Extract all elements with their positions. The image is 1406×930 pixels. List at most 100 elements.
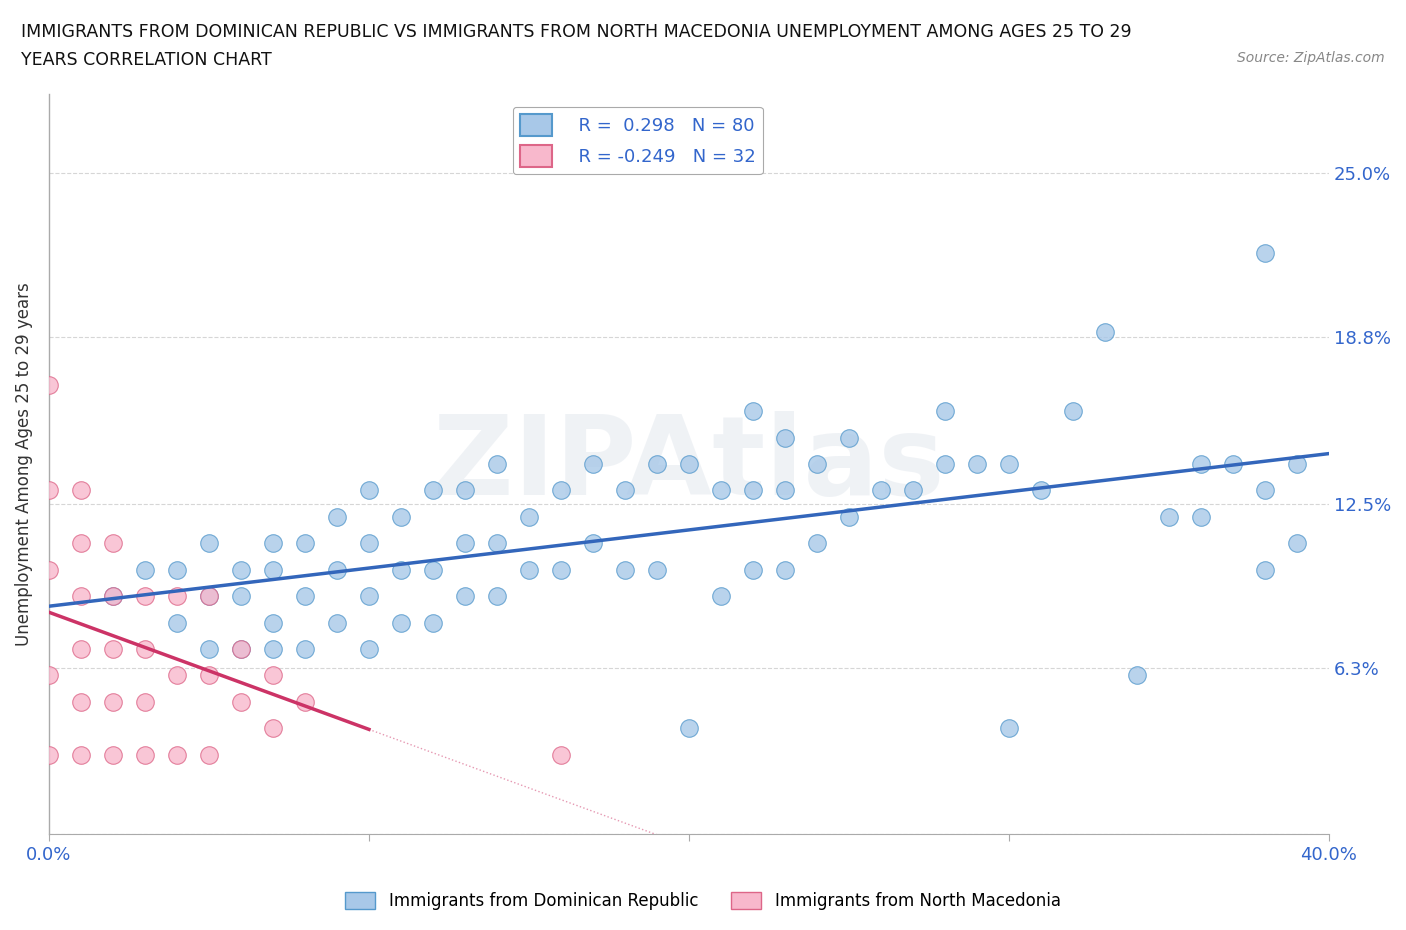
Point	[357, 589, 380, 604]
Point	[742, 404, 765, 418]
Y-axis label: Unemployment Among Ages 25 to 29 years: Unemployment Among Ages 25 to 29 years	[15, 282, 32, 646]
Point	[326, 510, 349, 525]
Point	[550, 563, 572, 578]
Point	[38, 483, 60, 498]
Point	[838, 431, 860, 445]
Point	[294, 695, 316, 710]
Point	[198, 642, 221, 657]
Point	[870, 483, 893, 498]
Point	[326, 563, 349, 578]
Text: ZIPAtlas: ZIPAtlas	[433, 410, 945, 518]
Point	[262, 642, 284, 657]
Point	[389, 615, 412, 630]
Point	[422, 563, 444, 578]
Point	[166, 668, 188, 683]
Point	[517, 510, 540, 525]
Point	[357, 642, 380, 657]
Point	[70, 748, 93, 763]
Point	[454, 589, 477, 604]
Point	[70, 642, 93, 657]
Point	[1285, 457, 1308, 472]
Point	[166, 589, 188, 604]
Point	[773, 563, 796, 578]
Point	[1094, 325, 1116, 339]
Point	[134, 642, 156, 657]
Point	[422, 615, 444, 630]
Point	[998, 457, 1021, 472]
Point	[1254, 483, 1277, 498]
Point	[101, 589, 124, 604]
Point	[101, 748, 124, 763]
Point	[645, 563, 668, 578]
Point	[229, 642, 252, 657]
Point	[294, 589, 316, 604]
Point	[101, 536, 124, 551]
Point	[806, 536, 828, 551]
Point	[326, 615, 349, 630]
Point	[294, 642, 316, 657]
Point	[389, 510, 412, 525]
Point	[934, 404, 956, 418]
Point	[134, 589, 156, 604]
Point	[613, 563, 636, 578]
Point	[70, 695, 93, 710]
Point	[998, 721, 1021, 736]
Point	[1254, 246, 1277, 260]
Point	[38, 668, 60, 683]
Point	[262, 721, 284, 736]
Point	[678, 721, 700, 736]
Point	[101, 642, 124, 657]
Point	[198, 748, 221, 763]
Point	[70, 483, 93, 498]
Point	[134, 695, 156, 710]
Point	[645, 457, 668, 472]
Point	[294, 536, 316, 551]
Point	[38, 748, 60, 763]
Point	[70, 536, 93, 551]
Point	[198, 589, 221, 604]
Point	[38, 378, 60, 392]
Point	[1222, 457, 1244, 472]
Point	[166, 615, 188, 630]
Point	[742, 483, 765, 498]
Point	[773, 483, 796, 498]
Point	[454, 483, 477, 498]
Point	[262, 668, 284, 683]
Point	[229, 563, 252, 578]
Point	[550, 483, 572, 498]
Point	[262, 536, 284, 551]
Point	[485, 457, 508, 472]
Point	[901, 483, 924, 498]
Point	[934, 457, 956, 472]
Point	[485, 589, 508, 604]
Text: YEARS CORRELATION CHART: YEARS CORRELATION CHART	[21, 51, 271, 69]
Point	[613, 483, 636, 498]
Point	[710, 483, 733, 498]
Point	[229, 695, 252, 710]
Point	[389, 563, 412, 578]
Point	[550, 748, 572, 763]
Point	[38, 563, 60, 578]
Point	[262, 615, 284, 630]
Point	[517, 563, 540, 578]
Point	[422, 483, 444, 498]
Text: Source: ZipAtlas.com: Source: ZipAtlas.com	[1237, 51, 1385, 65]
Point	[166, 563, 188, 578]
Point	[229, 589, 252, 604]
Point	[1189, 510, 1212, 525]
Point	[678, 457, 700, 472]
Point	[134, 563, 156, 578]
Legend:   R =  0.298   N = 80,   R = -0.249   N = 32: R = 0.298 N = 80, R = -0.249 N = 32	[513, 107, 763, 174]
Point	[485, 536, 508, 551]
Point	[773, 431, 796, 445]
Point	[357, 536, 380, 551]
Point	[198, 589, 221, 604]
Point	[198, 668, 221, 683]
Point	[101, 695, 124, 710]
Point	[838, 510, 860, 525]
Point	[101, 589, 124, 604]
Point	[229, 642, 252, 657]
Point	[70, 589, 93, 604]
Point	[1126, 668, 1149, 683]
Point	[1285, 536, 1308, 551]
